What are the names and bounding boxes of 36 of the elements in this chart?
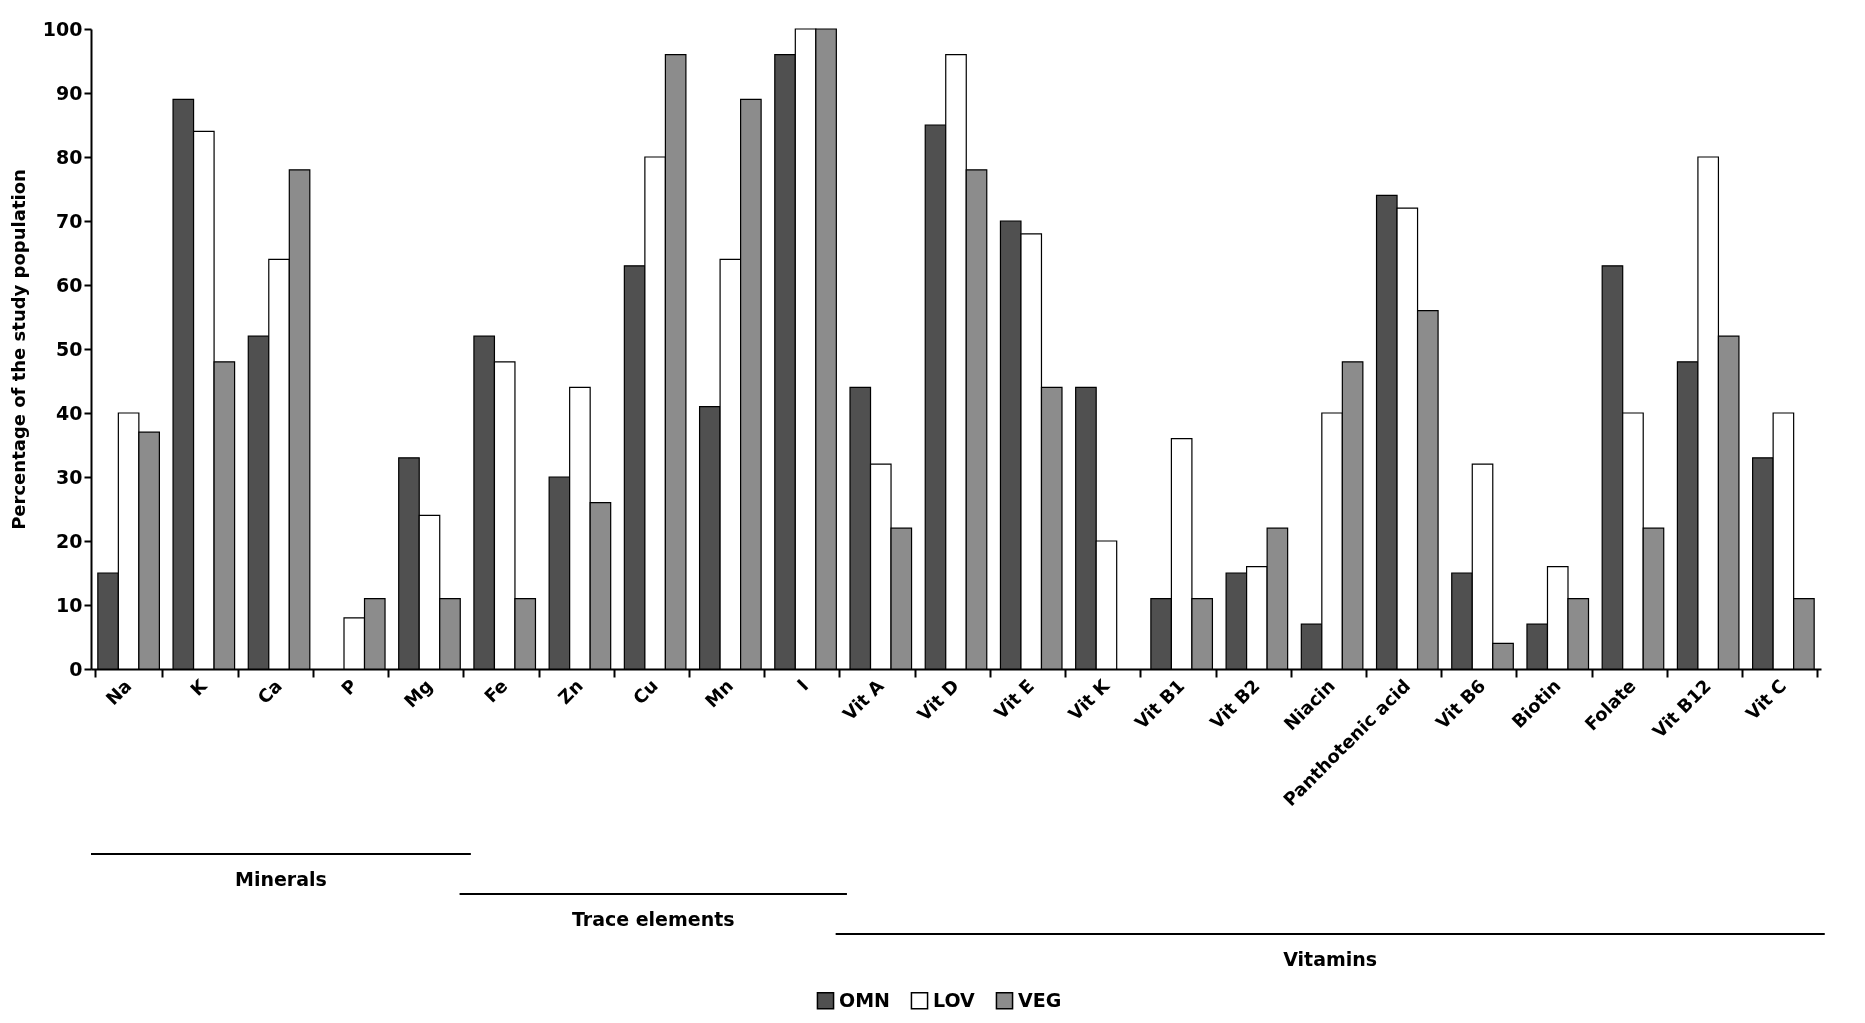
legend-label: OMN	[839, 988, 890, 1011]
x-tick-label: Vit C	[1741, 675, 1791, 724]
x-tick-label: K	[185, 674, 212, 700]
y-tick-label: 50	[56, 337, 83, 360]
x-tick-label: I	[792, 675, 813, 695]
y-tick-label: 70	[56, 209, 83, 232]
x-tick-label: Vit B1	[1130, 675, 1189, 733]
x-tick-label: Vit A	[838, 674, 888, 725]
y-tick-label: 10	[56, 593, 83, 616]
y-tick-label: 80	[56, 145, 83, 168]
x-tick-label: Zn	[553, 675, 587, 709]
x-tick-label: Vit B2	[1205, 675, 1264, 733]
text: Vitamins	[1283, 948, 1378, 970]
y-tick-label: 40	[56, 401, 83, 424]
y-tick-label: 30	[56, 465, 83, 488]
x-tick-label: Na	[101, 675, 136, 710]
y-tick-label: 60	[56, 273, 83, 296]
y-tick-label: 90	[56, 81, 83, 104]
text: Minerals	[234, 868, 327, 890]
legend-label: LOV	[933, 988, 976, 1011]
x-tick-label: Mg	[399, 675, 437, 712]
legend-label: VEG	[1018, 988, 1062, 1011]
x-tick-label: Vit D	[912, 675, 963, 725]
y-tick-label: 20	[56, 529, 83, 552]
x-tick-label: Vit E	[990, 675, 1039, 724]
y-tick-label: 0	[69, 657, 83, 680]
x-tick-label: Vit B6	[1431, 675, 1490, 733]
x-tick-label: P	[336, 675, 362, 700]
x-tick-label: Vit K	[1064, 674, 1115, 725]
x-tick-label: Fe	[479, 675, 512, 707]
x-tick-label: Mn	[700, 675, 738, 712]
x-tick-label: Cu	[628, 675, 662, 709]
y-axis-title: Percentage of the study population	[7, 169, 29, 530]
text: Trace elements	[571, 908, 735, 930]
y-tick-label: 100	[42, 17, 83, 40]
x-tick-label: Ca	[253, 675, 286, 708]
